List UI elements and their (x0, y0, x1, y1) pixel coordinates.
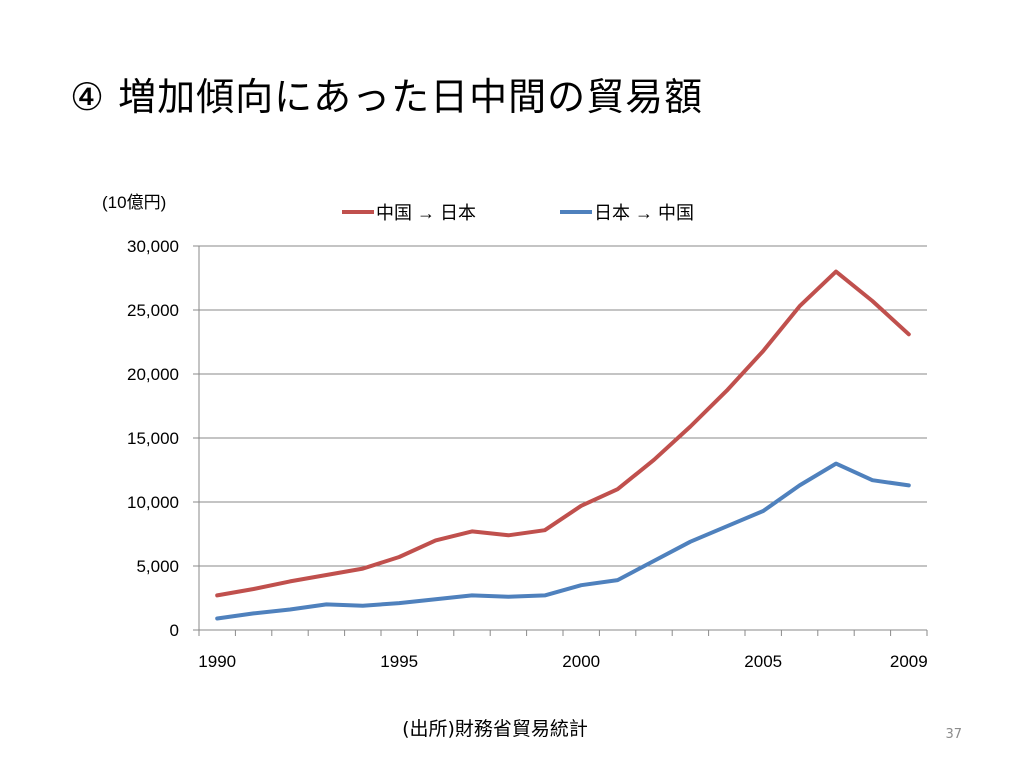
series-line-2 (215, 461, 911, 621)
y-tick-label: 10,000 (127, 493, 179, 512)
data-point (725, 389, 729, 393)
data-point (725, 524, 729, 528)
grid-lines (199, 245, 927, 567)
data-point (252, 611, 256, 615)
data-point (543, 593, 547, 597)
source-note: (出所)財務省貿易統計 (402, 718, 588, 740)
data-point (834, 270, 838, 274)
x-tick-label: 2009 (890, 652, 928, 671)
data-point (506, 533, 510, 537)
series-lines (215, 269, 911, 621)
legend-label: 日本 → 中国 (594, 203, 694, 223)
y-tick-label: 30,000 (127, 237, 179, 256)
data-point (215, 593, 219, 597)
x-tick-label: 2005 (744, 652, 782, 671)
data-point (870, 478, 874, 482)
data-point (288, 579, 292, 583)
data-point (397, 555, 401, 559)
data-point (288, 608, 292, 612)
data-point (761, 349, 765, 353)
data-point (324, 573, 328, 577)
data-point (579, 583, 583, 587)
series-line-1 (215, 269, 911, 598)
data-point (434, 538, 438, 542)
y-tick-label: 20,000 (127, 365, 179, 384)
data-point (470, 529, 474, 533)
data-point (397, 601, 401, 605)
slide-title: ④ 増加傾向にあった日中間の貿易額 (70, 75, 704, 119)
x-tick-label: 1995 (380, 652, 418, 671)
data-point (616, 487, 620, 491)
data-point (688, 540, 692, 544)
x-tick-label: 1990 (198, 652, 236, 671)
data-point (870, 299, 874, 303)
y-axis-unit-label: (10億円) (102, 193, 166, 212)
data-point (907, 483, 911, 487)
y-tick-label: 0 (170, 621, 179, 640)
chart-legend: 中国 → 日本 日本 → 中国 (342, 203, 694, 223)
data-point (506, 595, 510, 599)
data-point (434, 597, 438, 601)
data-point (652, 458, 656, 462)
data-point (907, 332, 911, 336)
data-point (652, 559, 656, 563)
y-tick-label: 5,000 (136, 557, 179, 576)
data-point (761, 509, 765, 513)
data-point (543, 528, 547, 532)
y-tick-label: 15,000 (127, 429, 179, 448)
data-point (324, 602, 328, 606)
data-point (252, 587, 256, 591)
data-point (361, 604, 365, 608)
tick-labels: 0 5,000 10,000 15,000 20,000 25,000 30,000 1990… (127, 237, 928, 671)
data-point (798, 304, 802, 308)
data-point (798, 483, 802, 487)
data-point (579, 504, 583, 508)
y-tick-label: 25,000 (127, 301, 179, 320)
page-number: 37 (945, 727, 962, 742)
data-point (834, 462, 838, 466)
data-point (215, 616, 219, 620)
data-point (361, 567, 365, 571)
legend-label: 中国 → 日本 (376, 203, 476, 223)
data-point (470, 593, 474, 597)
x-tick-label: 2000 (562, 652, 600, 671)
data-point (688, 424, 692, 428)
axes (193, 245, 928, 636)
data-point (616, 578, 620, 582)
